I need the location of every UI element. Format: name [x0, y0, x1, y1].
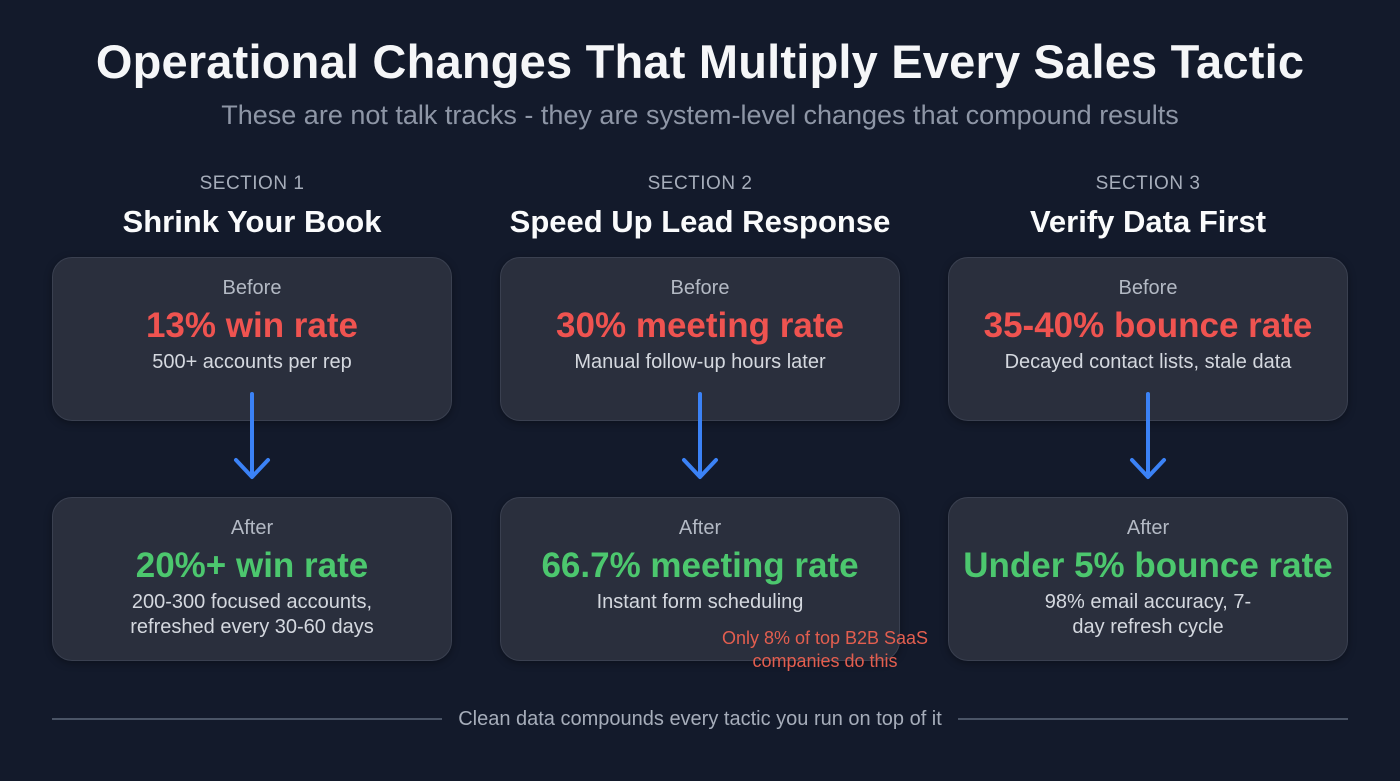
- after-label: After: [230, 517, 274, 539]
- before-metric: 13% win rate: [145, 306, 359, 345]
- before-label: Before: [670, 277, 730, 299]
- arrow-down-icon: [1130, 392, 1166, 479]
- after-card: After 66.7% meeting rate Instant form sc…: [500, 497, 900, 661]
- section-2: SECTION 2 Speed Up Lead Response Before …: [500, 170, 900, 661]
- section-3: SECTION 3 Verify Data First Before 35-40…: [948, 170, 1348, 661]
- page-subtitle: These are not talk tracks - they are sys…: [221, 100, 1179, 130]
- arrow-down-icon: [682, 392, 718, 479]
- section-label: SECTION 3: [1095, 173, 1201, 194]
- page-title: Operational Changes That Multiply Every …: [95, 35, 1305, 88]
- arrow-down-icon: [234, 392, 270, 479]
- before-label: Before: [222, 277, 282, 299]
- section-title: Shrink Your Book: [122, 204, 382, 239]
- before-label: Before: [1118, 277, 1178, 299]
- after-metric: 20%+ win rate: [135, 546, 369, 585]
- after-description: 200-300 focused accounts, refreshed ever…: [130, 591, 374, 638]
- before-metric: 35-40% bounce rate: [983, 306, 1313, 345]
- footer-divider-left: [52, 718, 443, 720]
- after-label: After: [678, 517, 722, 539]
- after-card: After 20%+ win rate 200-300 focused acco…: [52, 497, 452, 661]
- footer-text: Clean data compounds every tactic you ru…: [458, 707, 942, 730]
- before-description: Decayed contact lists, stale data: [1004, 351, 1292, 373]
- section-title: Verify Data First: [1029, 204, 1267, 239]
- section-label: SECTION 2: [647, 173, 753, 194]
- after-description: Instant form scheduling: [596, 591, 804, 613]
- after-description: 98% email accuracy, 7-day refresh cycle: [1044, 591, 1252, 638]
- after-label: After: [1126, 517, 1170, 539]
- before-metric: 30% meeting rate: [556, 306, 844, 345]
- after-metric: 66.7% meeting rate: [541, 546, 859, 585]
- footer: Clean data compounds every tactic you ru…: [52, 706, 1348, 732]
- after-card: After Under 5% bounce rate 98% email acc…: [948, 497, 1348, 661]
- section-label: SECTION 1: [199, 173, 305, 194]
- section-2-note: Only 8% of top B2B SaaS companies do thi…: [721, 628, 929, 671]
- section-title: Speed Up Lead Response: [509, 204, 891, 239]
- section-1: SECTION 1 Shrink Your Book Before 13% wi…: [52, 170, 452, 661]
- after-metric: Under 5% bounce rate: [963, 546, 1333, 585]
- before-description: 500+ accounts per rep: [152, 351, 352, 373]
- before-description: Manual follow-up hours later: [574, 351, 826, 373]
- footer-divider-right: [957, 718, 1348, 720]
